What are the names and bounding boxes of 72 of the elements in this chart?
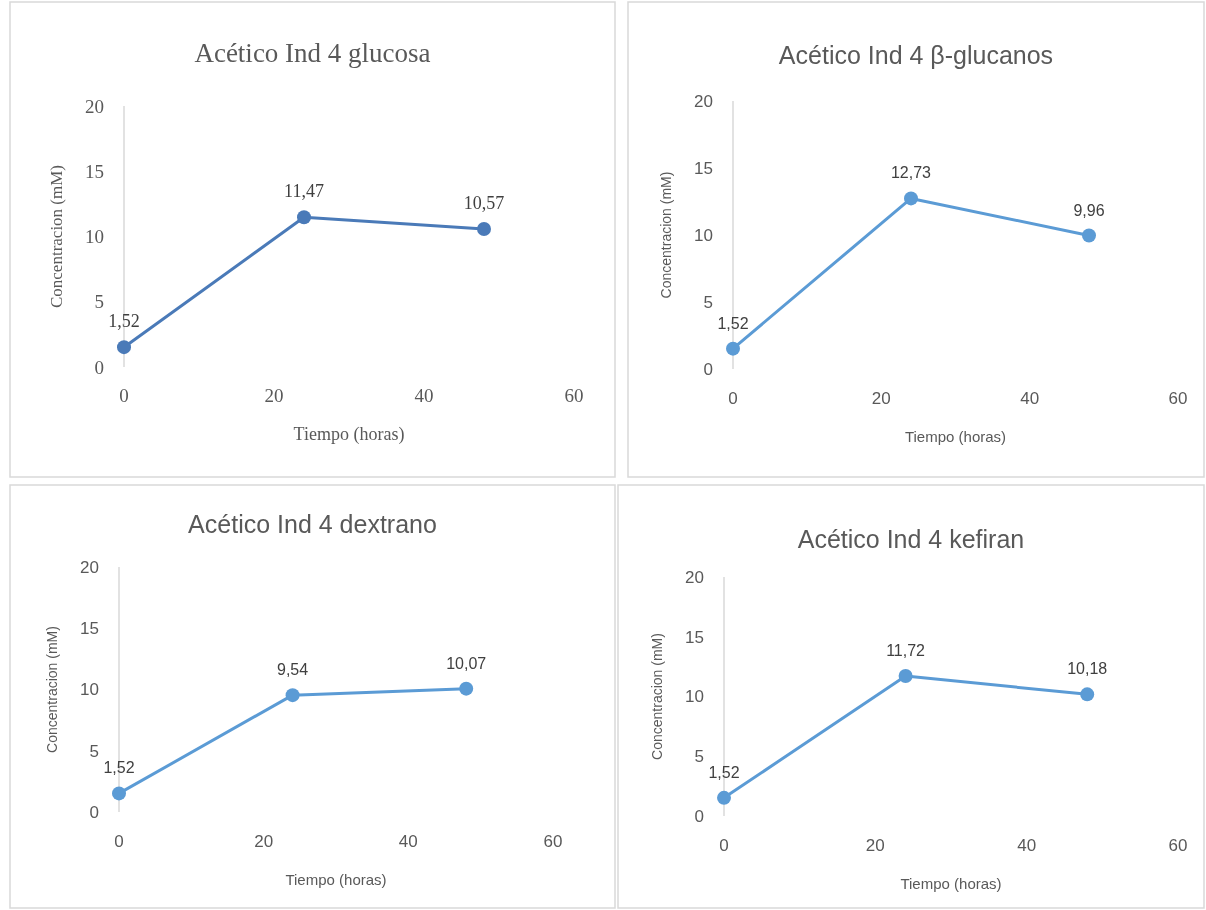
data-label: 1,52	[108, 311, 140, 332]
point	[297, 210, 311, 225]
y-axis-title: Concentracion (mM)	[44, 626, 60, 753]
x-axis-title: Tiempo (horas)	[900, 875, 1002, 892]
point	[459, 681, 474, 696]
x-tick-label: 40	[414, 385, 434, 406]
x-axis-title: Tiempo (horas)	[904, 428, 1007, 445]
y-tick-label: 20	[80, 557, 99, 577]
y-axis-title: Concentracion (mM)	[658, 171, 674, 299]
x-tick-label: 20	[254, 832, 274, 851]
data-label: 9,54	[277, 661, 309, 679]
x-tick-label: 40	[398, 832, 418, 851]
y-tick-label: 10	[85, 226, 104, 248]
x-tick-label: 60	[543, 832, 563, 851]
y-tick-label: 15	[85, 160, 104, 182]
point	[898, 668, 913, 683]
data-label: 11,47	[284, 181, 324, 202]
x-axis-title: Tiempo (horas)	[293, 424, 405, 445]
y-tick-label: 10	[80, 680, 99, 700]
point	[285, 688, 300, 703]
x-tick-label: 20	[264, 385, 284, 406]
y-tick-label: 10	[685, 687, 704, 707]
point	[1082, 228, 1096, 243]
x-tick-label: 40	[1017, 836, 1037, 855]
y-tick-label: 5	[89, 741, 99, 761]
point	[904, 191, 918, 206]
y-tick-label: 20	[85, 95, 104, 117]
y-tick-label: 0	[694, 806, 704, 826]
x-tick-label: 0	[114, 832, 124, 851]
point	[726, 341, 740, 356]
x-tick-label: 60	[1168, 389, 1188, 408]
y-tick-label: 5	[94, 291, 104, 313]
data-label: 1,52	[717, 314, 749, 332]
chart-title: Acético Ind 4 glucosa	[194, 38, 431, 68]
data-label: 1,52	[708, 763, 740, 781]
data-label: 12,73	[890, 164, 932, 182]
y-tick-label: 10	[694, 225, 713, 245]
y-axis-title: Concentracion (mM)	[47, 164, 66, 309]
y-tick-label: 0	[703, 359, 713, 379]
x-axis-title: Tiempo (horas)	[285, 871, 387, 888]
y-tick-label: 15	[685, 627, 704, 647]
y-tick-label: 0	[94, 356, 104, 378]
point	[717, 790, 731, 805]
data-label: 10,57	[463, 193, 505, 214]
data-label: 1,52	[103, 759, 135, 777]
y-tick-label: 0	[89, 802, 99, 822]
x-tick-label: 20	[871, 389, 891, 408]
y-tick-label: 5	[703, 292, 713, 312]
data-label: 10,07	[446, 654, 487, 672]
y-tick-label: 5	[694, 747, 704, 767]
x-tick-label: 40	[1020, 389, 1040, 408]
point	[112, 786, 126, 801]
data-label: 9,96	[1073, 201, 1105, 219]
y-axis-title: Concentracion (mM)	[649, 633, 665, 760]
y-tick-label: 15	[694, 158, 713, 178]
point	[477, 222, 491, 237]
x-tick-label: 20	[865, 836, 885, 855]
chart-title: Acético Ind 4 dextrano	[188, 510, 437, 538]
x-tick-label: 60	[1168, 836, 1188, 855]
chart-title: Acético Ind 4 β-glucanos	[778, 41, 1054, 69]
x-tick-label: 0	[119, 385, 129, 406]
x-tick-label: 60	[564, 385, 584, 406]
data-label: 11,72	[886, 641, 926, 659]
x-tick-label: 0	[728, 389, 738, 408]
y-tick-label: 20	[694, 91, 713, 111]
y-tick-label: 15	[80, 619, 99, 639]
point	[117, 340, 131, 355]
point	[1080, 687, 1095, 702]
x-tick-label: 0	[719, 836, 729, 855]
data-label: 10,18	[1067, 660, 1108, 678]
chart-title: Acético Ind 4 kefiran	[797, 525, 1025, 553]
y-tick-label: 20	[685, 567, 704, 587]
